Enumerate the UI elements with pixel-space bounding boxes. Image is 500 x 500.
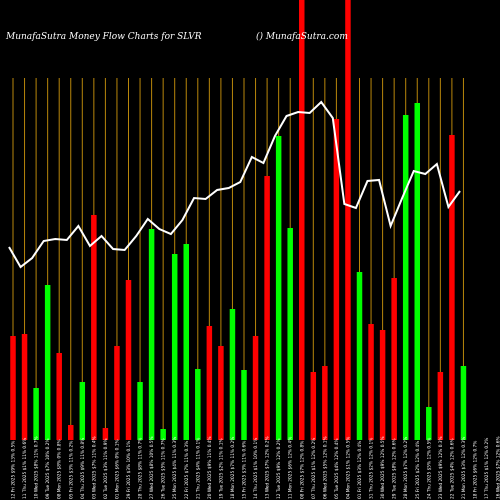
x-tick-label: 24 Thu 2025 $5% 12% 0.5%	[426, 438, 432, 499]
x-tick-label: 12 Fri 2025 $9% 13% 0.5%	[11, 441, 17, 499]
money-flow-line	[8, 100, 461, 269]
x-tick-label: 10 Wed 2025 $8% 11% 0.7%	[34, 436, 40, 499]
x-tick-label: 03 Wed 2025 $7% 11% 0.4%	[91, 436, 97, 499]
x-tick-label: 25 Fri 2025 $2% 12% 0.4%	[415, 441, 421, 499]
x-tick-label: 12 Tue 2025 $9% 12% 0.2%	[276, 438, 282, 499]
x-tick-label: 22 Fri 2025 $7% 11% 0.3%	[184, 441, 190, 499]
bar-outflow	[322, 366, 328, 440]
x-tick-label: 05 Tue 2025 $4% 12% 0.4%	[334, 438, 340, 499]
bar-outflow	[206, 326, 213, 440]
x-tick-label: 05 Fri 2025 $3% 11% 0.2%	[68, 441, 74, 499]
bar-outflow	[91, 215, 97, 440]
bar-outflow	[218, 346, 224, 440]
bar-outflow	[252, 336, 259, 440]
x-tick-label: 25 Mon 2025 $4% 11% 0.3%	[172, 437, 178, 499]
bar-inflow	[241, 370, 247, 440]
bar-inflow	[402, 115, 409, 440]
bar-outflow	[391, 278, 397, 440]
watermark-credit: () MunafaSutra.com	[256, 31, 348, 42]
x-tick-label: 01 Fri 2025 $3% 12% 0.4%	[357, 441, 363, 499]
bar-outflow	[310, 372, 317, 440]
bar-inflow	[171, 254, 178, 440]
x-tick-label: 19 Tue 2025 $2% 11% 0.1%	[218, 438, 224, 499]
bar-inflow	[160, 429, 166, 440]
x-tick-label: 06 Wed 2025 $5% 12% 0.1%	[322, 436, 328, 499]
bar-outflow	[125, 280, 132, 440]
bar-outflow	[299, 0, 305, 440]
x-tick-label: 08 Fri 2025 $7% 12% 0.8%	[299, 441, 305, 499]
x-tick-label: 29 Tue 2025 $8% 12% 0.6%	[392, 438, 398, 499]
bar-inflow	[414, 103, 420, 440]
x-tick-label: 07 Thu 2025 $1% 12% 0.2%	[311, 438, 317, 499]
x-tick-label: 04 Mon 2025 $1% 12% 0.5%	[345, 437, 351, 499]
x-tick-label: 01 Mon 2025 $6% 0% 0.1%	[114, 439, 120, 499]
x-tick-label: 13 Wed 2025 $7% 12% 0.2%	[265, 436, 271, 499]
x-tick-label: 21 Mon 2025 $3% 12% 0.3%	[461, 437, 467, 499]
bar-outflow	[102, 428, 109, 440]
bar-outflow	[114, 346, 120, 440]
x-tick-label: 16 Wed 2025 $7% 12% 0.6%	[496, 436, 500, 499]
bar-inflow	[460, 366, 467, 440]
bar-inflow	[183, 244, 189, 440]
x-tick-label: 26 Tue 2025 $5% 11% 0.7%	[161, 438, 167, 499]
x-tick-label: 30 Wed 2025 $9% 12% 0.5%	[380, 436, 386, 499]
bar-outflow	[21, 334, 28, 440]
x-tick-label: 17 Thu 2025 $1% 12% 0.2%	[484, 438, 490, 499]
x-tick-label: 15 Fri 2025 $3% 11% 0.6%	[242, 441, 248, 499]
bar-outflow	[333, 119, 340, 440]
x-tick-label: 21 Thu 2025 $4% 11% 0.1%	[195, 438, 201, 499]
x-tick-label: 09 Tue 2025 $7% 10% 0.2%	[45, 438, 51, 499]
x-tick-label: 11 Thu 2025 $1% 11% 0.6%	[22, 438, 28, 499]
bar-outflow	[345, 0, 351, 440]
x-tick-label: 29 Fri 2025 $3% 10% 0.1%	[126, 441, 132, 499]
x-tick-label: 22 Tue 2025 $4% 12% 0.6%	[449, 438, 455, 499]
x-tick-label: 27 Wed 2025 $8% 10% 0.5%	[149, 436, 155, 499]
bar-outflow	[10, 336, 16, 440]
x-tick-label: 18 Fri 2025 $6% 12% 0.7%	[473, 441, 479, 499]
x-tick-label: 31 Thu 2025 $2% 12% 0.1%	[369, 438, 375, 499]
bar-outflow	[449, 135, 455, 440]
bar-inflow	[33, 388, 39, 440]
x-tick-label: 20 Wed 2025 $9% 11% 0.4%	[207, 436, 213, 499]
bar-inflow	[275, 136, 282, 440]
x-tick-label: 28 Thu 2025 $8% 11% 0.7%	[138, 438, 144, 499]
x-tick-label: 08 Mon 2025 $8% 0% 0.8%	[57, 439, 63, 499]
x-tick-label: 11 Mon 2025 $6% 12% 0.4%	[288, 437, 294, 499]
bar-inflow	[229, 309, 236, 440]
chart-title: MunafaSutra Money Flow Charts for SLVR	[5, 32, 202, 42]
bar-outflow	[264, 176, 270, 440]
x-tick-label: 23 Wed 2025 $9% 12% 0.3%	[438, 436, 444, 499]
x-tick-label: 04 Thu 2025 $9% 11% 0.8%	[80, 438, 86, 499]
bar-outflow	[379, 330, 386, 440]
bar-outflow	[56, 353, 62, 440]
bar-inflow	[44, 285, 51, 440]
bar-outflow	[437, 372, 444, 440]
x-tick-label: 18 Mon 2025 $7% 11% 0.2%	[230, 437, 236, 499]
bar-inflow	[356, 272, 363, 440]
bar-outflow	[68, 425, 74, 440]
x-tick-label: 28 Mon 2025 $7% 12% 0.2%	[403, 437, 409, 499]
bar-inflow	[287, 228, 293, 440]
x-tick-labels: 12 Fri 2025 $9% 13% 0.5% 11 Thu 2025 $1% …	[11, 436, 500, 499]
x-tick-label: 14 Thu 2025 $1% 10% 0.1%	[253, 438, 259, 499]
bar-inflow	[148, 229, 155, 440]
bar-inflow	[426, 407, 432, 440]
bar-series	[10, 0, 467, 440]
bar-inflow	[195, 369, 201, 440]
bar-inflow	[137, 382, 143, 440]
bar-outflow	[368, 324, 374, 440]
x-tick-label: 02 Tue 2025 $3% 11% 0.9%	[103, 438, 109, 499]
bar-inflow	[79, 382, 86, 440]
